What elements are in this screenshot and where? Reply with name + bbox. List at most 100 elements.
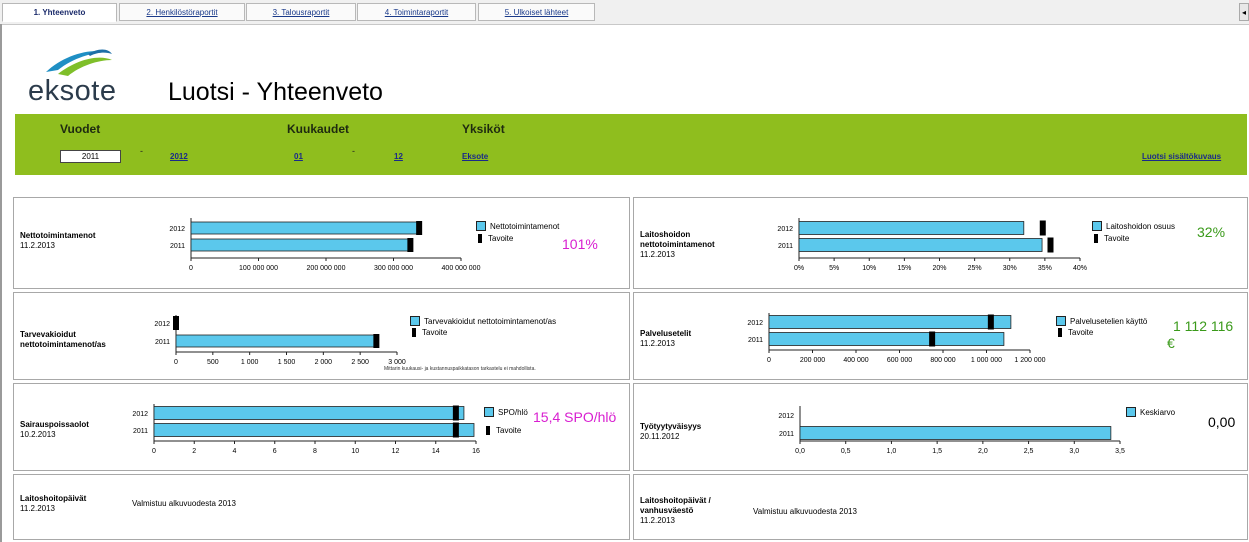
x-tick-label: 800 000: [930, 357, 955, 364]
x-tick-label: 4: [233, 448, 237, 455]
tab-talousraportit[interactable]: 3. Talousraportit: [246, 3, 356, 21]
panel-title: Laitoshoitopäivät: [20, 494, 87, 503]
legend-target-label: Tavoite: [1104, 234, 1130, 243]
target-marker: [173, 316, 179, 330]
x-tick-label: 0: [152, 448, 156, 455]
bar: [190, 221, 421, 235]
filter-bar: [15, 114, 1247, 175]
legend-target: Tavoite: [1056, 328, 1093, 337]
x-tick-label: 15%: [897, 265, 911, 272]
month-from-link[interactable]: 01: [294, 152, 303, 161]
year-to-link[interactable]: 2012: [170, 152, 188, 161]
sairaus-chart: 0 2 4 6 8 10 12 14 16 2012 2011: [132, 404, 480, 455]
tab-toimintaraportit[interactable]: 4. Toimintaraportit: [357, 3, 476, 21]
legend-bar-swatch: [1092, 221, 1102, 231]
panel-title: Nettotoimintamenot: [20, 231, 96, 240]
legend-bar: Palvelusetelien käyttö: [1056, 316, 1147, 326]
panel-date: 10.2.2013: [20, 430, 56, 439]
panel-tyotyytyvaisyys: Työtyytyväisyys 20.11.2012 0,0 0,5 1,0 1,5 2…: [633, 383, 1248, 471]
kpi-value-line2: €: [1167, 335, 1175, 351]
month-to-link[interactable]: 12: [394, 152, 403, 161]
legend-bar-label: Nettotoimintamenot: [490, 221, 560, 231]
report-tab-bar: 1. Yhteenveto 2. Henkilöstöraportit 3. T…: [0, 0, 1249, 25]
legend-target-label: Tavoite: [422, 328, 448, 337]
panel-palvelusetelit: Palvelusetelit 11.2.2013 0 200 000 400 000…: [633, 292, 1248, 380]
category-label: 2011: [748, 337, 763, 344]
category-label: 2011: [170, 243, 185, 250]
panel-date: 20.11.2012: [640, 432, 680, 441]
legend-bar: Laitoshoidon osuus: [1092, 221, 1175, 231]
panel-date: 11.2.2013: [20, 241, 55, 250]
category-label: 2012: [169, 226, 185, 233]
legend-target-swatch: [1058, 328, 1062, 337]
legend-target-label: Tavoite: [488, 234, 514, 243]
x-tick-label: 200 000 000: [307, 265, 346, 272]
x-tick-label: 16: [472, 448, 480, 455]
legend-bar: Tarvevakioidut nettotoimintamenot/as: [410, 316, 556, 326]
legend-bar-swatch: [410, 316, 420, 326]
kpi-value: 15,4 SPO/hlö: [533, 409, 617, 425]
unit-link[interactable]: Eksote: [462, 152, 489, 161]
x-tick-label: 40%: [1073, 265, 1087, 272]
x-tick-label: 30%: [1003, 265, 1017, 272]
x-tick-label: 400 000 000: [442, 265, 481, 272]
x-tick-label: 0,0: [795, 448, 805, 455]
target-marker: [373, 334, 380, 348]
bar: [768, 332, 1005, 346]
tab-yhteenveto[interactable]: 1. Yhteenveto: [2, 3, 117, 22]
description-link[interactable]: Luotsi sisältökuvaus: [1142, 152, 1222, 161]
x-tick-label: 100 000 000: [239, 265, 278, 272]
bar: [768, 315, 1012, 329]
month-separator: -: [352, 146, 355, 156]
x-tick-label: 2: [192, 448, 196, 455]
tab-henkilostoraportit[interactable]: 2. Henkilöstöraportit: [119, 3, 245, 21]
panel-title: Työtyytyväisyys: [640, 422, 702, 431]
tab-ulkoiset-lahteet[interactable]: 5. Ulkoiset lähteet: [478, 3, 595, 21]
x-tick-label: 400 000: [843, 357, 868, 364]
x-tick-label: 1 000: [241, 359, 259, 366]
bar: [153, 406, 465, 420]
laitos-chart: 0% 5% 10% 15% 20% 25% 30% 35% 40% 2012 2011: [777, 218, 1087, 272]
panel-laitoshoidon-nettotoimintamenot: Laitoshoidon nettotoimintamenot 11.2.201…: [633, 197, 1248, 289]
x-tick-label: 6: [273, 448, 277, 455]
legend-target-swatch: [486, 426, 490, 435]
x-tick-label: 500: [207, 359, 219, 366]
legend-target-swatch: [1094, 234, 1098, 243]
panel-laitoshoitopaivat-vanhusvaesto: Laitoshoitopäivät / vanhusväestö 11.2.20…: [633, 474, 1248, 540]
scroll-left-arrow-icon[interactable]: ◂: [1239, 3, 1249, 21]
x-tick-label: 2,5: [1024, 448, 1034, 455]
target-marker: [929, 331, 936, 347]
x-tick-label: 2,0: [978, 448, 988, 455]
bar: [153, 423, 475, 437]
footnote: Mittarin kuukausi- ja kustannuspaikkatas…: [384, 366, 536, 372]
bar: [798, 238, 1043, 252]
panel-tarvevakioidut: Tarvevakioidut nettotoimintamenot/as 0 50…: [13, 292, 630, 380]
target-marker: [407, 238, 414, 252]
year-from-input[interactable]: 2011: [60, 150, 121, 163]
panel-title: Palvelusetelit: [640, 329, 692, 338]
kpi-value: 0,00: [1208, 414, 1236, 430]
panel-nettotoimintamenot: Nettotoimintamenot 11.2.2013 0 100 000 00…: [13, 197, 630, 289]
legend-bar: Nettotoimintamenot: [476, 221, 559, 231]
panel-title-line2: nettotoimintamenot/as: [20, 340, 106, 349]
x-tick-label: 600 000: [887, 357, 912, 364]
x-tick-label: 14: [432, 448, 440, 455]
category-label: 2011: [155, 339, 170, 346]
panel-title-line2: nettotoimintamenot: [640, 240, 715, 249]
legend-bar-swatch: [476, 221, 486, 231]
target-marker: [452, 405, 459, 421]
category-label: 2011: [779, 431, 794, 438]
panel-title: Sairauspoissaolot: [20, 420, 89, 429]
legend-target: Tavoite: [476, 234, 513, 243]
netto-chart: 0 100 000 000 200 000 000 300 000 000 400 00…: [169, 218, 481, 272]
x-tick-label: 20%: [932, 265, 946, 272]
legend-target-label: Tavoite: [1068, 328, 1094, 337]
target-marker: [1047, 237, 1054, 253]
legend-bar-swatch: [1056, 316, 1066, 326]
legend-target-swatch: [478, 234, 482, 243]
bar: [190, 238, 411, 252]
target-marker: [1039, 220, 1046, 236]
palvelu-chart: 0 200 000 400 000 600 000 800 000 1 000 000 1 …: [747, 313, 1046, 364]
legend-bar-label: Tarvevakioidut nettotoimintamenot/as: [424, 316, 557, 326]
x-tick-label: 1,5: [932, 448, 942, 455]
